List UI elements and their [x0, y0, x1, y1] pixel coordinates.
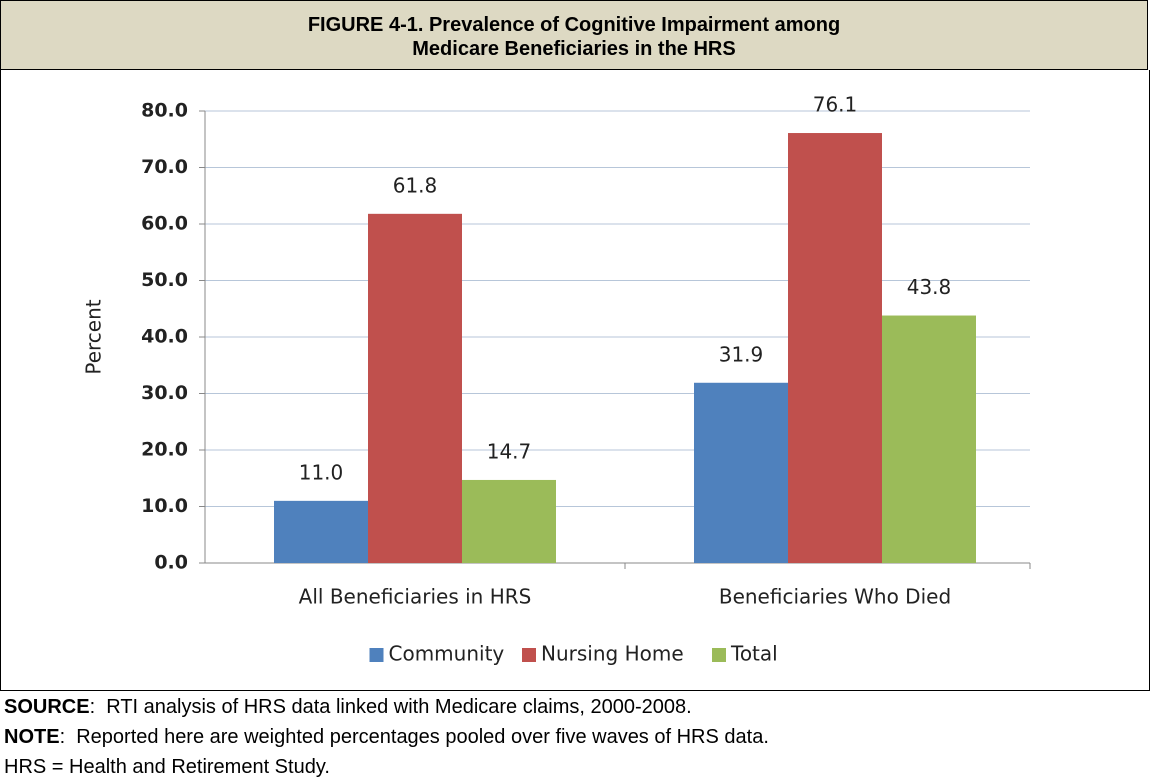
bar [694, 382, 788, 563]
y-tick-label: 40.0 [141, 326, 188, 348]
bar [462, 479, 556, 563]
legend-swatch [712, 648, 726, 662]
note: HRS = Health and Retirement Study. [4, 752, 769, 782]
value-label: 14.7 [487, 439, 532, 463]
note-label: SOURCE [4, 696, 90, 718]
legend-label: Total [730, 642, 778, 666]
note-text: HRS = Health and Retirement Study. [4, 756, 330, 778]
note-text: : RTI analysis of HRS data linked with M… [89, 696, 692, 718]
chart: 0.0 10.0 20.0 30.0 40.0 50.0 60.0 70.0 80.0 Perce… [82, 93, 1031, 666]
note: SOURCE: RTI analysis of HRS data linked … [4, 692, 769, 722]
value-label: 76.1 [813, 93, 858, 117]
y-tick-label: 10.0 [141, 495, 188, 517]
bar [274, 500, 368, 563]
note-label: NOTE [4, 726, 60, 748]
y-tick-label: 0.0 [154, 552, 188, 574]
y-axis-label: Percent [82, 299, 106, 374]
bar [368, 213, 462, 563]
legend-swatch [522, 648, 536, 662]
y-tick-label: 20.0 [141, 439, 188, 461]
value-label: 31.9 [719, 342, 764, 366]
legend-swatch [369, 648, 384, 662]
value-label: 11.0 [299, 460, 344, 484]
legend-label: Community [389, 642, 505, 666]
y-tick-label: 50.0 [141, 269, 188, 291]
header-line: Medicare Beneficiaries in the HRS [412, 38, 736, 60]
x-tick-label: All Beneficiaries in HRS [299, 585, 532, 609]
bar [788, 133, 882, 563]
figure-header: FIGURE 4-1. Prevalence of Cognitive Impa… [0, 0, 1148, 70]
y-tick-label: 70.0 [141, 156, 188, 178]
y-tick-label: 60.0 [141, 213, 188, 235]
header-line: FIGURE 4-1. Prevalence of Cognitive Impa… [307, 14, 841, 36]
value-label: 61.8 [393, 173, 438, 197]
note-text: : Reported here are weighted percentages… [59, 726, 769, 748]
y-tick-label: 80.0 [141, 100, 188, 122]
legend-label: Nursing Home [541, 642, 684, 666]
y-tick-label: 30.0 [141, 382, 188, 404]
bar [882, 315, 976, 563]
x-tick-label: Beneficiaries Who Died [719, 585, 951, 609]
notes: SOURCE: RTI analysis of HRS data linked … [4, 692, 769, 782]
note: NOTE: Reported here are weighted percent… [4, 722, 769, 752]
value-label: 43.8 [907, 275, 952, 299]
